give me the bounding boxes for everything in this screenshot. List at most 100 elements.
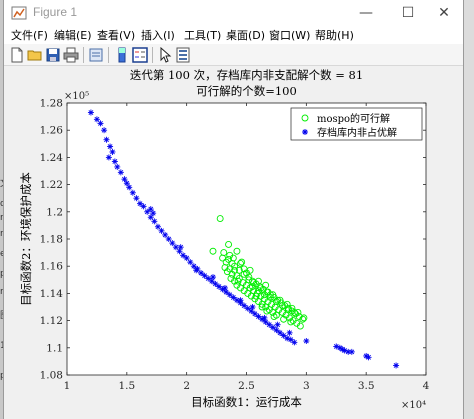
y-tick-label: 1.2 [46,206,63,218]
x-tick-label: 1 [64,380,71,392]
y-tick-label: 1.22 [40,179,63,191]
archive-point [244,305,251,312]
archive-point [393,362,400,369]
legend-feasible-marker [301,114,309,122]
title-bar[interactable]: Figure 1 — ☐ ✕ [4,0,463,26]
archive-point [165,236,172,242]
matlab-figure-icon [11,6,27,20]
figure-window: Figure 1 — ☐ ✕ 文件(F) 编辑(E) 查看(V) 插入(I) 工… [3,0,464,419]
y-tick-label: 1.16 [40,261,64,273]
feasible-point [225,240,233,248]
menu-desktop[interactable]: 桌面(D) [226,29,266,42]
feasible-point [246,266,254,274]
archive-point [126,184,133,191]
scatter-plot[interactable]: 迭代第 100 次，存档库内非支配解个数 = 81 可行解的个数=100 ×10⁵ ×… [4,66,463,419]
feasible-point [221,264,229,272]
archive-point [117,169,124,176]
feasible-point [288,304,296,312]
feasible-point [233,247,241,255]
new-file-icon[interactable] [9,47,25,63]
minimize-button[interactable]: — [359,5,373,21]
menu-tools[interactable]: 工具(T) [184,29,222,42]
toolbar-separator [152,47,153,63]
archive-point [129,189,136,196]
archive-point [223,289,230,296]
edit-plot-arrow-icon[interactable] [157,47,173,63]
legend-archive-marker [302,129,308,135]
feasible-point [276,296,284,304]
archive-point [273,327,280,334]
archive-point [180,252,187,259]
background-text-fragment: p [0,268,8,280]
toolbar-separator [83,47,84,63]
window-title: Figure 1 [33,5,78,19]
x-tick-label: 3.5 [358,380,375,392]
archive-point [97,120,104,127]
insert-legend-icon[interactable] [132,47,148,63]
archive-point [140,203,147,210]
feasible-point [255,277,262,285]
property-inspector-icon[interactable] [175,47,191,63]
archive-point [201,272,208,279]
menu-window[interactable]: 窗口(W) [269,29,311,42]
x-tick-label: 4 [423,380,430,392]
x-axis-exponent: ×10⁴ [401,400,426,411]
archive-point [103,136,110,143]
archive-point [262,318,269,325]
y-tick-label: 1.14 [40,288,64,300]
archive-point [107,143,114,150]
archive-point [93,116,100,123]
archive-point [187,259,194,266]
maximize-button[interactable]: ☐ [401,5,415,21]
close-button[interactable]: ✕ [438,5,450,21]
archive-point [162,231,169,238]
menu-file[interactable]: 文件(F) [11,29,48,42]
archive-point [221,284,228,291]
save-icon[interactable] [45,47,61,63]
feasible-point [287,318,295,326]
archive-point [286,329,293,336]
menu-bar: 文件(F) 编辑(E) 查看(V) 插入(I) 工具(T) 桌面(D) 窗口(W… [4,26,463,44]
archive-point [365,354,372,361]
feasible-point [263,307,271,315]
feasible-point [231,262,238,270]
menu-edit[interactable]: 编辑(E) [54,29,92,42]
menu-view[interactable]: 查看(V) [97,29,136,42]
feasible-point [296,322,304,330]
x-tick-label: 2.5 [238,380,255,392]
y-axis-label: 目标函数2：环境保护成本 [19,172,33,306]
archive-point [133,195,140,202]
menu-insert[interactable]: 插入(I) [141,29,175,42]
feasible-point [235,266,243,274]
feasible-point [272,298,280,306]
feasible-point [269,291,277,299]
y-tick-label: 1.24 [40,152,64,164]
archive-point [169,240,176,247]
archive-point [101,127,108,134]
archive-point [287,336,294,343]
archive-point [277,329,284,336]
feasible-point [249,283,256,291]
print-preview-icon[interactable] [88,47,104,63]
feasible-point [299,315,307,323]
open-folder-icon[interactable] [27,47,43,63]
print-icon[interactable] [63,47,79,63]
feasible-point [229,254,237,262]
insert-colorbar-icon[interactable] [114,47,130,63]
x-tick-label: 2 [183,380,190,392]
archive-point [158,227,165,234]
chart-title-line2: 可行解的个数=100 [196,84,297,98]
archive-point [154,223,161,230]
legend-box [290,107,423,141]
toolbar-separator [108,47,109,63]
archive-point [261,314,268,321]
archive-point [183,255,190,262]
archive-point [348,348,355,355]
feasible-point [290,308,298,316]
feasible-point [225,255,233,263]
archive-point [193,267,200,274]
menu-help[interactable]: 帮助(H) [315,29,354,42]
archive-point [111,158,118,165]
archive-point [151,218,158,225]
figure-canvas[interactable]: 迭代第 100 次，存档库内非支配解个数 = 81 可行解的个数=100 ×10⁵ ×… [4,66,463,419]
